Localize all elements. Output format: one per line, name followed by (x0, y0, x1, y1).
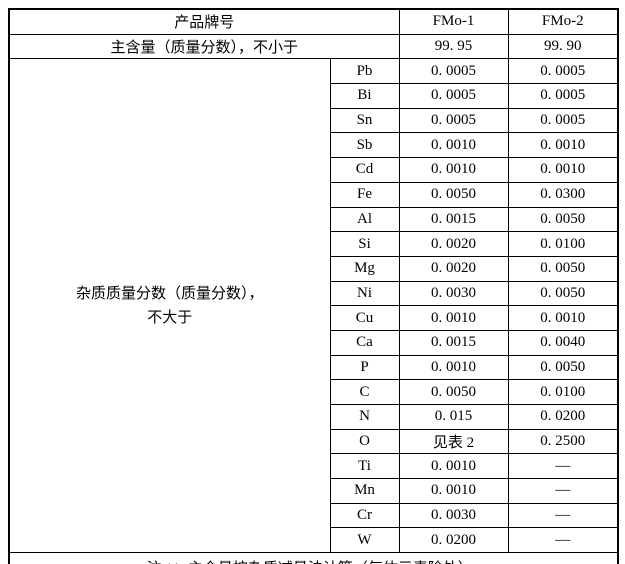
impurity-value-fmo-1: 0. 0005 (398, 83, 509, 109)
impurity-element-symbol: Mg (329, 255, 400, 282)
impurity-value-fmo-1: 0. 0010 (398, 478, 509, 504)
impurity-value-fmo-2: 0. 0050 (507, 354, 619, 381)
impurity-element-symbol: Bi (329, 83, 400, 109)
impurity-row-sb: Sb 0. 0010 0. 0010 (9, 132, 619, 159)
impurity-element-symbol: Mn (329, 478, 400, 504)
impurity-element-symbol: N (329, 404, 400, 430)
grade-fmo-1: FMo-1 (398, 8, 509, 35)
impurity-value-fmo-1: 0. 0010 (398, 157, 509, 183)
impurity-row-fe: Fe 0. 0050 0. 0300 (9, 181, 619, 208)
impurity-row-si: Si 0. 0020 0. 0100 (9, 231, 619, 257)
impurity-element-symbol: Sn (329, 107, 400, 134)
impurity-row-cr: Cr 0. 0030— (9, 502, 619, 529)
impurity-value-fmo-1: 0. 0015 (398, 329, 509, 356)
main-content-value-fmo-1: 99. 95 (398, 33, 509, 60)
note-row: 注 1：主含量按杂质减量法计算（气体元素除外）。 (8, 552, 619, 564)
impurity-value-fmo-1: 0. 0030 (398, 280, 509, 307)
impurity-element-symbol: O (329, 428, 400, 455)
impurity-row-cu: Cu 0. 0010 0. 0010 (9, 305, 619, 331)
impurity-value-fmo-1: 0. 0010 (398, 453, 509, 480)
impurity-element-symbol: P (329, 354, 400, 381)
impurity-row-c: C 0. 0050 0. 0100 (9, 379, 619, 405)
impurity-value-fmo-2: 0. 0050 (507, 206, 619, 233)
impurity-row-bi: Bi 0. 0005 0. 0005 (9, 83, 619, 109)
impurity-element-symbol: Cr (329, 502, 400, 529)
impurity-row-cd: Cd 0. 0010 0. 0010 (9, 157, 619, 183)
impurity-value-fmo-1: 0. 0020 (398, 231, 509, 257)
impurity-row-ca: Ca 0. 0015 0. 0040 (9, 329, 619, 356)
impurity-value-fmo-2: — (507, 453, 619, 480)
impurity-row-p: P 0. 0010 0. 0050 (9, 354, 619, 381)
impurity-value-fmo-1: 0. 0010 (398, 132, 509, 159)
impurity-value-fmo-1: 见表 2 (398, 428, 509, 455)
impurities-group-label: 杂质质量分数（质量分数）， 不大于 (8, 58, 331, 554)
impurity-element-symbol: C (329, 379, 400, 405)
impurity-value-fmo-1: 0. 0010 (398, 354, 509, 381)
impurity-value-fmo-2: 0. 0010 (507, 132, 619, 159)
impurity-value-fmo-2: 0. 0005 (507, 58, 619, 85)
impurity-row-mg: Mg 0. 0020 0. 0050 (9, 255, 619, 282)
impurity-value-fmo-2: 0. 0300 (507, 181, 619, 208)
impurity-value-fmo-2: 0. 0200 (507, 404, 619, 430)
impurity-row-mn: Mn 0. 0010— (9, 478, 619, 504)
grade-fmo-2: FMo-2 (507, 8, 619, 35)
impurity-value-fmo-2: 0. 0100 (507, 379, 619, 405)
impurity-element-symbol: Si (329, 231, 400, 257)
main-content-row: 主含量（质量分数），不小于 99. 95 99. 90 (8, 33, 619, 60)
product-grade-row: 产品牌号 FMo-1 FMo-2 (8, 8, 619, 35)
impurity-element-symbol: Cu (329, 305, 400, 331)
impurity-row-pb: 杂质质量分数（质量分数）， 不大于 Pb 0. 0005 0. 0005 (8, 58, 619, 554)
impurity-value-fmo-2: 0. 0005 (507, 107, 619, 134)
main-content-label: 主含量（质量分数），不小于 (8, 33, 400, 60)
impurity-row-w: W 0. 0200— (9, 527, 619, 554)
impurity-element-symbol: W (329, 527, 400, 554)
impurity-row-sn: Sn 0. 0005 0. 0005 (9, 107, 619, 134)
impurity-element-symbol: Pb (329, 58, 400, 85)
impurity-element-symbol: Cd (329, 157, 400, 183)
impurity-value-fmo-2: — (507, 502, 619, 529)
impurity-value-fmo-1: 0. 0015 (398, 206, 509, 233)
impurity-element-symbol: Sb (329, 132, 400, 159)
impurity-value-fmo-1: 0. 0050 (398, 379, 509, 405)
impurity-row-n: N 0. 015 0. 0200 (9, 404, 619, 430)
impurity-element-symbol: Fe (329, 181, 400, 208)
impurity-value-fmo-1: 0. 0030 (398, 502, 509, 529)
impurity-value-fmo-1: 0. 0005 (398, 107, 509, 134)
impurity-value-fmo-2: — (507, 527, 619, 554)
impurity-value-fmo-2: 0. 0010 (507, 157, 619, 183)
impurity-value-fmo-2: 0. 0050 (507, 255, 619, 282)
product-spec-table: 产品牌号 FMo-1 FMo-2 主含量（质量分数），不小于 99. 95 99… (8, 8, 620, 564)
product-grade-label: 产品牌号 (8, 8, 400, 35)
impurity-value-fmo-1: 0. 015 (398, 404, 509, 430)
impurity-value-fmo-2: — (507, 478, 619, 504)
impurity-row-ni: Ni 0. 0030 0. 0050 (9, 280, 619, 307)
impurity-value-fmo-1: 0. 0005 (398, 58, 509, 85)
note-text: 注 1：主含量按杂质减量法计算（气体元素除外）。 (8, 552, 619, 564)
impurity-value-fmo-1: 0. 0200 (398, 527, 509, 554)
impurity-value-fmo-1: 0. 0010 (398, 305, 509, 331)
impurity-row-o: O 见表 2 0. 2500 (9, 428, 619, 455)
impurity-element-symbol: Ti (329, 453, 400, 480)
impurity-row-al: Al 0. 0015 0. 0050 (9, 206, 619, 233)
impurity-element-symbol: Al (329, 206, 400, 233)
impurity-value-fmo-2: 0. 0100 (507, 231, 619, 257)
impurity-element-symbol: Ni (329, 280, 400, 307)
impurity-value-fmo-2: 0. 2500 (507, 428, 619, 455)
impurity-value-fmo-2: 0. 0005 (507, 83, 619, 109)
impurity-value-fmo-2: 0. 0050 (507, 280, 619, 307)
impurity-value-fmo-2: 0. 0040 (507, 329, 619, 356)
main-content-value-fmo-2: 99. 90 (507, 33, 619, 60)
impurity-value-fmo-1: 0. 0050 (398, 181, 509, 208)
impurity-element-symbol: Ca (329, 329, 400, 356)
impurity-value-fmo-1: 0. 0020 (398, 255, 509, 282)
impurity-value-fmo-2: 0. 0010 (507, 305, 619, 331)
